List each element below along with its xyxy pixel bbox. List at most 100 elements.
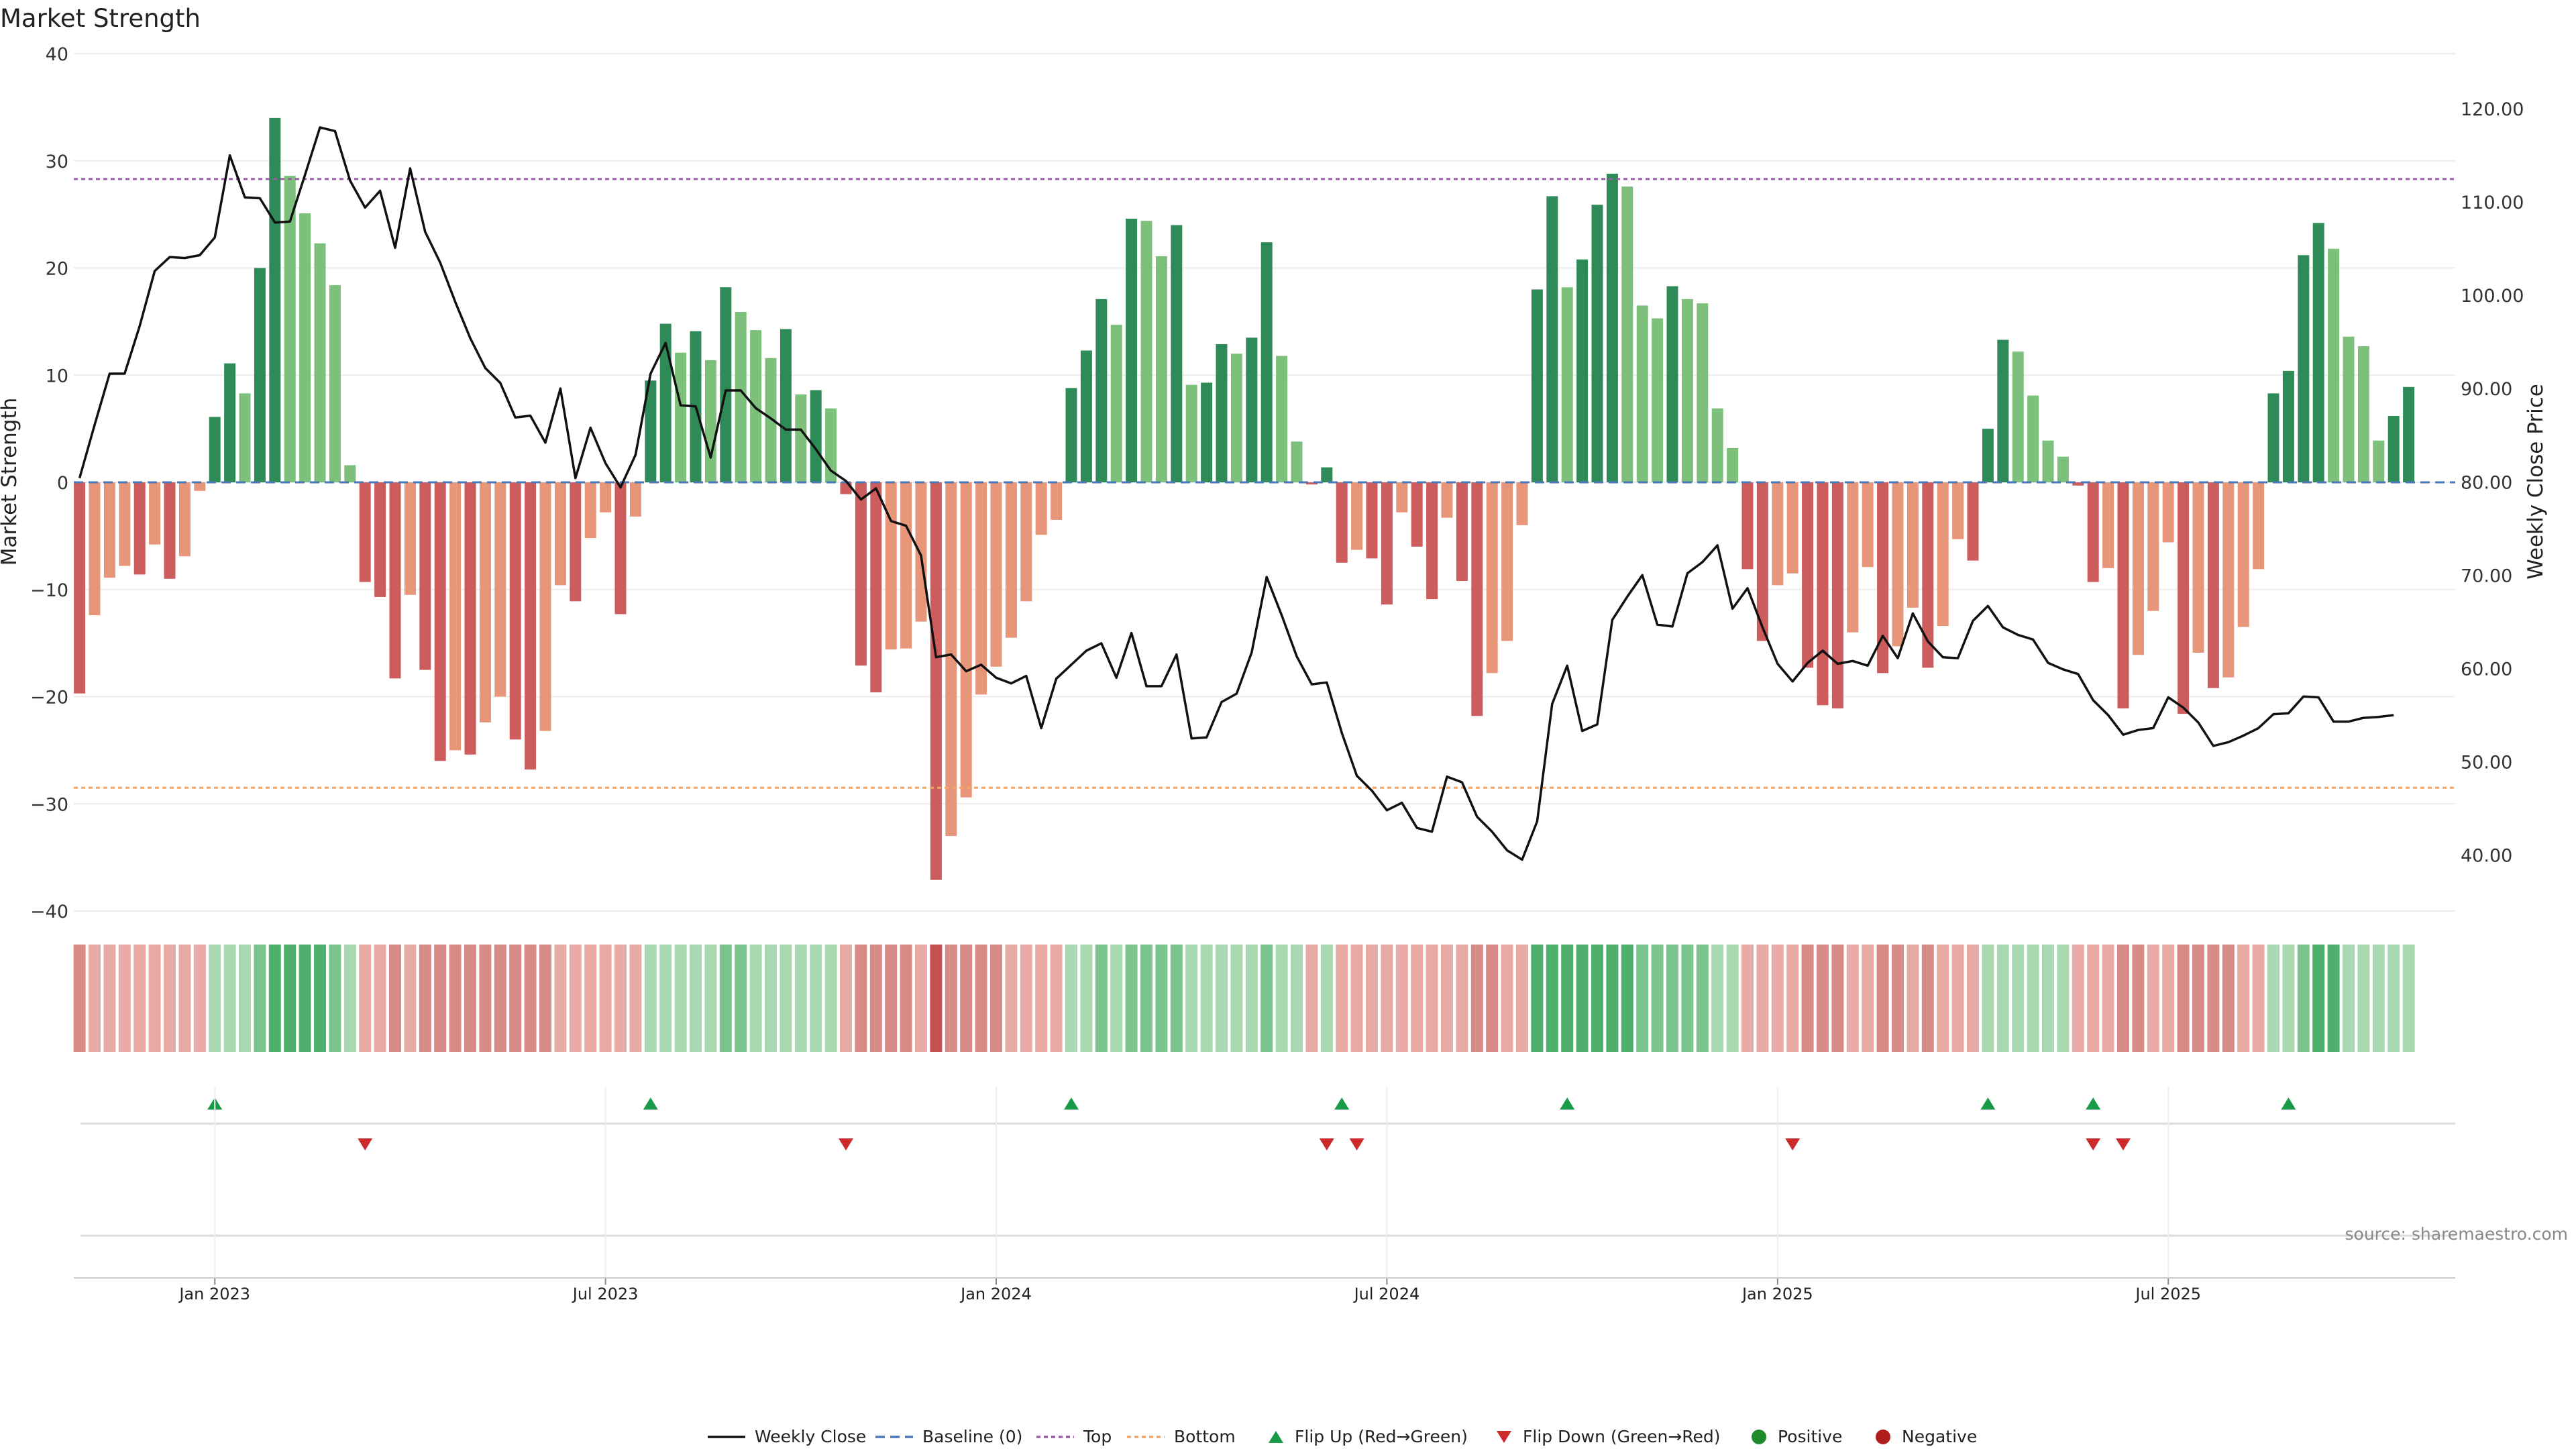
- strength-bar: [299, 213, 311, 482]
- strength-bar: [434, 482, 446, 761]
- y-tick-left: −40: [30, 902, 68, 922]
- regime-cell: [539, 945, 551, 1052]
- strength-bar: [164, 482, 176, 579]
- strength-bar: [2072, 482, 2084, 486]
- regime-cell: [1636, 945, 1649, 1052]
- strength-bar: [704, 360, 716, 482]
- strength-bar: [1155, 256, 1167, 482]
- regime-cell: [1200, 945, 1213, 1052]
- regime-cell: [148, 945, 161, 1052]
- regime-cell: [2057, 945, 2070, 1052]
- regime-cell: [1260, 945, 1273, 1052]
- strength-bar: [1110, 325, 1122, 482]
- regime-cell: [329, 945, 341, 1052]
- strength-bar: [479, 482, 491, 722]
- strength-bar: [765, 358, 777, 482]
- strength-bar: [1561, 287, 1573, 482]
- strength-bar: [1201, 382, 1213, 482]
- strength-bar: [1576, 259, 1589, 482]
- strength-bar: [1847, 482, 1859, 633]
- strength-bar: [2012, 352, 2024, 482]
- strength-bar: [1982, 429, 1994, 482]
- regime-cell: [765, 945, 777, 1052]
- strength-bar: [1711, 408, 1723, 482]
- date-axis: Jan 2023 Jul 2023 Jan 2024 Jul 2024 Jan 2025…: [74, 1087, 2455, 1303]
- strength-bar: [1351, 482, 1363, 550]
- regime-cell: [2343, 945, 2355, 1052]
- legend-flip-down-label: Flip Down (Green→Red): [1523, 1427, 1721, 1446]
- strength-bar: [2298, 255, 2310, 482]
- regime-cell: [1786, 945, 1799, 1052]
- regime-cell: [780, 945, 792, 1052]
- strength-bar: [2328, 248, 2340, 482]
- strength-bar: [1907, 482, 1919, 608]
- strength-bar: [2267, 393, 2279, 482]
- strength-bar: [314, 243, 326, 482]
- regime-cell: [1426, 945, 1438, 1052]
- regime-cell: [2132, 945, 2145, 1052]
- strength-bar: [1321, 467, 1333, 482]
- regime-cell: [794, 945, 807, 1052]
- regime-cell: [1546, 945, 1558, 1052]
- regime-cell: [1651, 945, 1664, 1052]
- regime-cell: [569, 945, 582, 1052]
- strength-bar: [1291, 441, 1303, 482]
- strength-bar: [1441, 482, 1453, 518]
- strength-bar: [990, 482, 1002, 667]
- strength-bar: [1126, 219, 1138, 482]
- regime-cell: [735, 945, 747, 1052]
- strength-bar: [1381, 482, 1393, 605]
- regime-cell: [1456, 945, 1468, 1052]
- flip-up-marker: [2086, 1097, 2101, 1110]
- regime-cell: [614, 945, 627, 1052]
- strength-bar: [1065, 388, 1077, 482]
- strength-bar: [614, 482, 627, 614]
- regime-cell: [1216, 945, 1228, 1052]
- strength-bar: [659, 323, 672, 482]
- regime-cell: [299, 945, 311, 1052]
- strength-bar: [1216, 343, 1228, 482]
- regime-cell: [404, 945, 417, 1052]
- regime-cell: [2207, 945, 2220, 1052]
- strength-bar: [494, 482, 506, 697]
- strength-bar: [1486, 482, 1498, 674]
- legend-top-label: Top: [1083, 1427, 1112, 1446]
- regime-cell: [494, 945, 506, 1052]
- regime-cell: [1831, 945, 1844, 1052]
- strength-bar: [2312, 223, 2324, 482]
- strength-bar: [119, 482, 131, 566]
- strength-bar: [1877, 482, 1889, 674]
- strength-bar: [449, 482, 462, 751]
- strength-bar: [2222, 482, 2235, 678]
- strength-bar: [2042, 440, 2054, 482]
- strength-bar: [1396, 482, 1408, 513]
- strength-bar: [1471, 482, 1483, 716]
- flip-up-marker: [643, 1097, 658, 1110]
- regime-cell: [1155, 945, 1168, 1052]
- strength-bar: [1005, 482, 1017, 638]
- strength-bar: [178, 482, 191, 557]
- y-tick-right: 90.00: [2461, 379, 2512, 400]
- legend-flip-up-label: Flip Up (Red→Green): [1295, 1427, 1468, 1446]
- flip-up-marker: [1980, 1097, 1996, 1110]
- strength-bar: [1411, 482, 1423, 547]
- regime-cell: [1140, 945, 1152, 1052]
- strength-bar: [2207, 482, 2219, 688]
- regime-cell: [1170, 945, 1183, 1052]
- strength-bar: [2192, 482, 2204, 653]
- strength-bar: [1516, 482, 1528, 525]
- y-tick-right: 60.00: [2461, 659, 2512, 680]
- strength-bar: [2282, 370, 2294, 482]
- regime-cell: [644, 945, 657, 1052]
- regime-cell: [1366, 945, 1378, 1052]
- legend: Weekly Close Baseline (0) Top Bottom Flip Up…: [708, 1427, 1977, 1446]
- regime-cell: [2267, 945, 2279, 1052]
- strength-bar: [1741, 482, 1754, 570]
- strength-bar: [975, 482, 987, 695]
- strength-bar: [344, 465, 356, 482]
- regime-cell: [268, 945, 281, 1052]
- regime-cell: [209, 945, 221, 1052]
- date-tick-label: Jul 2024: [1353, 1285, 1420, 1303]
- strength-bar: [269, 117, 281, 483]
- strength-bar: [1666, 286, 1678, 482]
